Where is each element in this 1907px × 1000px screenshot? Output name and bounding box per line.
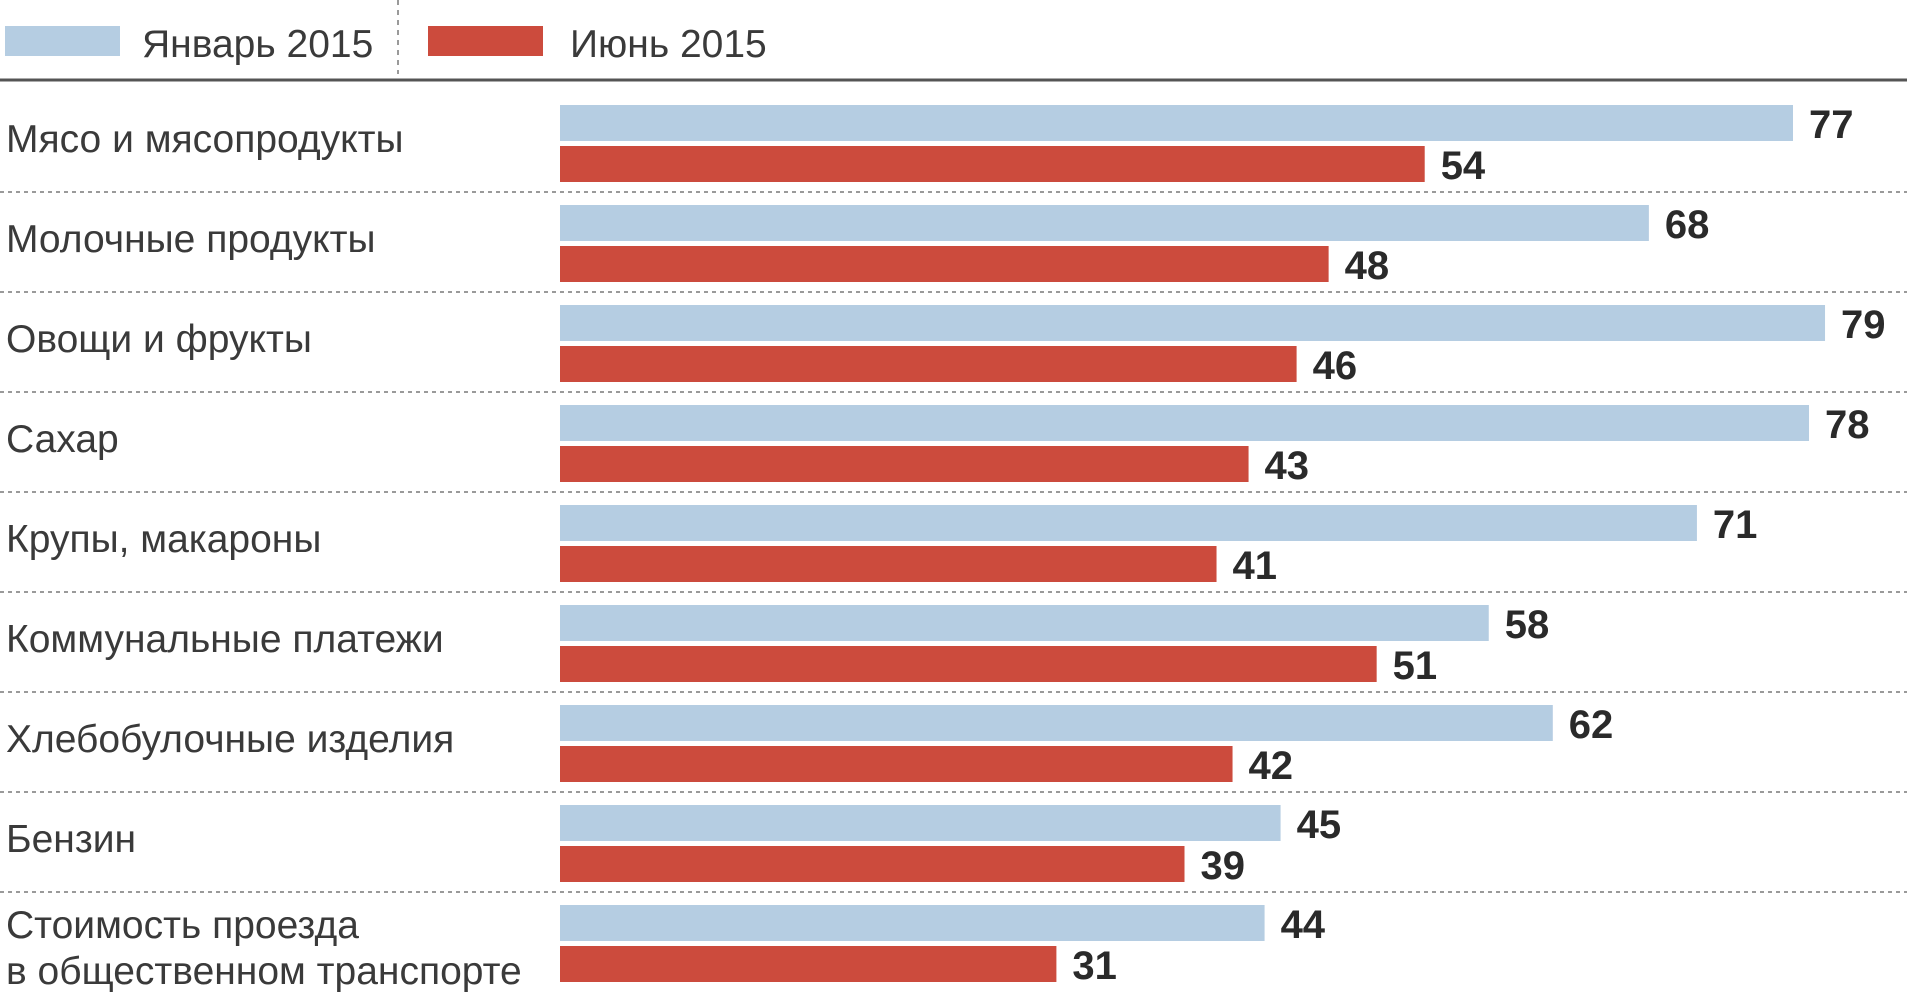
category-label: Мясо и мясопродукты bbox=[6, 118, 404, 161]
value-label-jun: 43 bbox=[1265, 444, 1310, 488]
category-row: Молочные продукты 68 48 bbox=[0, 203, 1907, 293]
legend-swatch-2 bbox=[428, 26, 543, 56]
category-label: Сахар bbox=[6, 418, 119, 461]
bar-jun bbox=[560, 146, 1425, 182]
value-label-jun: 39 bbox=[1201, 844, 1246, 888]
category-row: Мясо и мясопродукты 77 54 bbox=[0, 103, 1907, 193]
value-label-jan: 62 bbox=[1569, 703, 1614, 747]
value-label-jan: 45 bbox=[1297, 803, 1342, 847]
value-label-jun: 48 bbox=[1345, 244, 1390, 288]
legend-label-1: Январь 2015 bbox=[142, 23, 373, 66]
category-label: Овощи и фрукты bbox=[6, 318, 312, 361]
category-label: Хлебобулочные изделия bbox=[6, 718, 454, 761]
category-label: Молочные продукты bbox=[6, 218, 376, 261]
value-label-jan: 58 bbox=[1505, 603, 1550, 647]
bar-jan bbox=[560, 605, 1489, 641]
bar-jun bbox=[560, 446, 1249, 482]
bar-jan bbox=[560, 105, 1793, 141]
value-label-jun: 42 bbox=[1249, 744, 1294, 788]
value-label-jan: 71 bbox=[1713, 503, 1758, 547]
bar-jun bbox=[560, 346, 1297, 382]
category-row: Хлебобулочные изделия 62 42 bbox=[0, 703, 1907, 793]
category-label: Коммунальные платежи bbox=[6, 618, 444, 661]
bar-jan bbox=[560, 205, 1649, 241]
category-row: Сахар 78 43 bbox=[0, 403, 1907, 493]
category-label-line: Стоимость проезда bbox=[6, 904, 359, 947]
category-label: Крупы, макароны bbox=[6, 518, 321, 561]
legend-swatch-1 bbox=[5, 26, 120, 56]
bar-jan bbox=[560, 405, 1810, 441]
category-row: Крупы, макароны 71 41 bbox=[0, 503, 1907, 593]
category-row: Бензин 45 39 bbox=[0, 803, 1907, 893]
category-row: Овощи и фрукты 79 46 bbox=[0, 303, 1907, 393]
bar-jun bbox=[560, 546, 1217, 582]
bar-jun bbox=[560, 646, 1377, 682]
value-label-jan: 79 bbox=[1841, 303, 1886, 347]
legend: Январь 2015 Июнь 2015 bbox=[0, 0, 1907, 82]
category-label: Бензин bbox=[6, 818, 136, 861]
bar-jun bbox=[560, 746, 1233, 782]
bar-jan bbox=[560, 705, 1553, 741]
legend-label-2: Июнь 2015 bbox=[570, 23, 767, 66]
value-label-jun: 41 bbox=[1233, 544, 1278, 588]
value-label-jun: 54 bbox=[1441, 144, 1486, 188]
bar-jun bbox=[560, 946, 1057, 982]
value-label-jan: 44 bbox=[1281, 903, 1326, 947]
category-row: Коммунальные платежи 58 51 bbox=[0, 603, 1907, 693]
bar-jun bbox=[560, 846, 1185, 882]
bar-jun bbox=[560, 246, 1329, 282]
bar-jan bbox=[560, 905, 1265, 941]
value-label-jan: 77 bbox=[1809, 103, 1854, 147]
value-label-jun: 51 bbox=[1393, 644, 1438, 688]
chart-rows: Мясо и мясопродукты 77 54 Молочные продукты… bbox=[0, 103, 1907, 993]
category-label-line: в общественном транспорте bbox=[6, 950, 522, 993]
bar-jan bbox=[560, 305, 1826, 341]
value-label-jun: 31 bbox=[1072, 944, 1117, 988]
value-label-jan: 78 bbox=[1825, 403, 1870, 447]
value-label-jun: 46 bbox=[1313, 344, 1358, 388]
value-label-jan: 68 bbox=[1665, 203, 1710, 247]
bar-jan bbox=[560, 505, 1697, 541]
bar-jan bbox=[560, 805, 1281, 841]
